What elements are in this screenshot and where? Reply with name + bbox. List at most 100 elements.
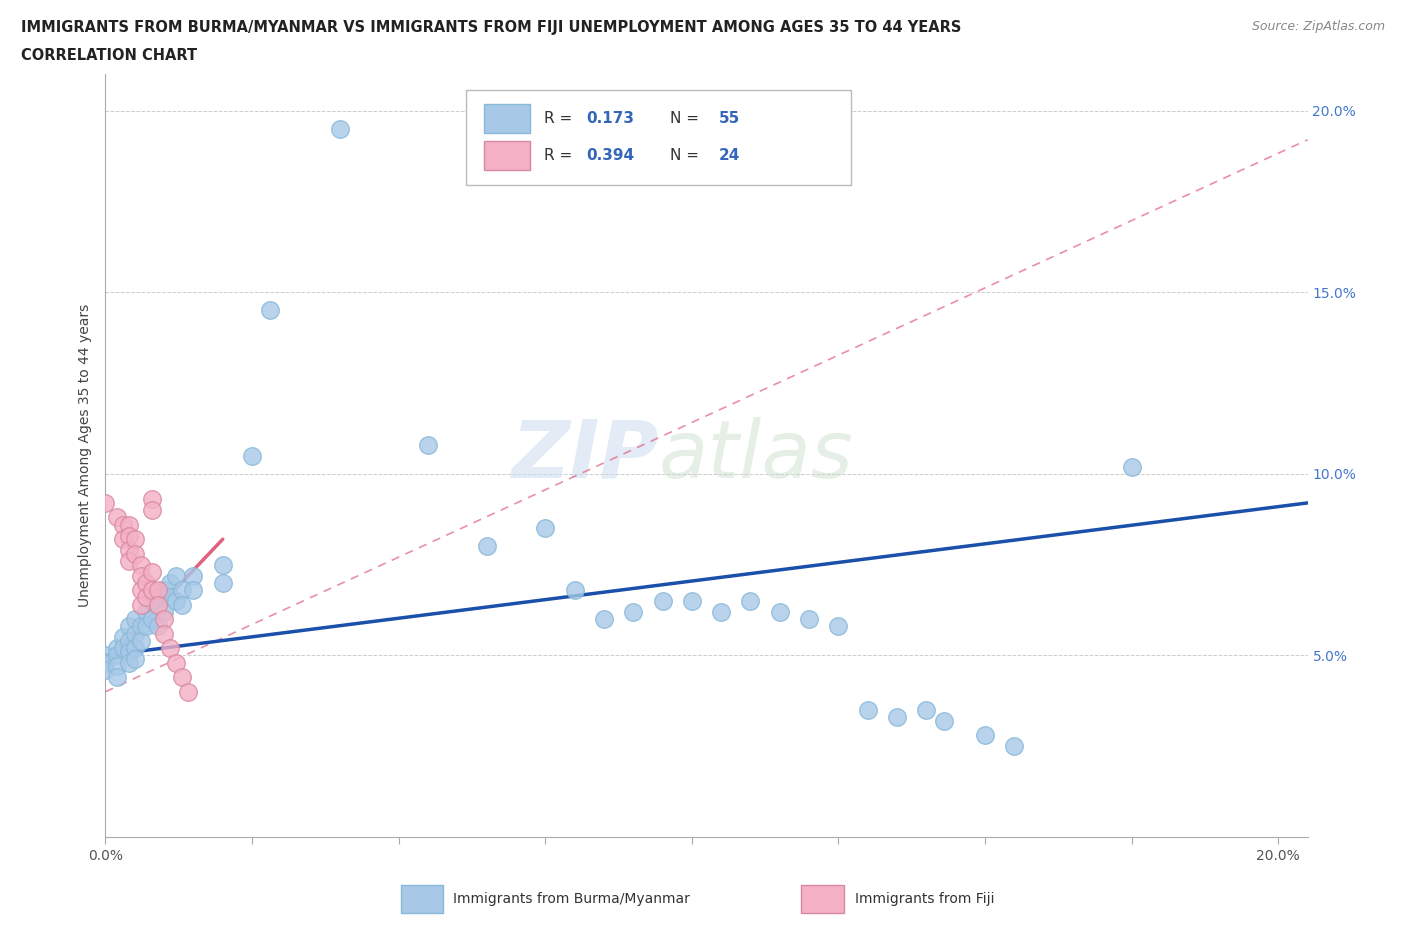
- Point: [118, 553, 141, 568]
- FancyBboxPatch shape: [465, 89, 851, 185]
- Point: [797, 612, 820, 627]
- Point: [94, 648, 117, 663]
- Point: [135, 590, 157, 604]
- Point: [148, 582, 170, 597]
- Point: [534, 521, 557, 536]
- Point: [124, 626, 146, 641]
- Point: [769, 604, 792, 619]
- Point: [141, 582, 163, 597]
- Point: [105, 670, 128, 684]
- Point: [141, 503, 163, 518]
- Point: [141, 593, 163, 608]
- Point: [681, 593, 703, 608]
- Point: [94, 496, 117, 511]
- Text: 24: 24: [718, 148, 740, 163]
- Point: [170, 582, 193, 597]
- Point: [135, 604, 157, 619]
- Point: [974, 728, 997, 743]
- Text: Immigrants from Fiji: Immigrants from Fiji: [855, 892, 994, 907]
- Point: [159, 576, 181, 591]
- Point: [124, 546, 146, 561]
- Point: [105, 510, 128, 525]
- Point: [856, 702, 879, 717]
- Point: [118, 633, 141, 648]
- Point: [129, 619, 152, 634]
- Point: [124, 612, 146, 627]
- Point: [159, 641, 181, 656]
- Point: [153, 604, 176, 619]
- Point: [94, 662, 117, 677]
- Point: [932, 713, 955, 728]
- Point: [211, 576, 233, 591]
- Point: [1121, 459, 1143, 474]
- Point: [153, 612, 176, 627]
- Point: [124, 641, 146, 656]
- Point: [118, 619, 141, 634]
- Point: [124, 652, 146, 667]
- Point: [105, 658, 128, 673]
- Point: [118, 543, 141, 558]
- FancyBboxPatch shape: [484, 140, 530, 170]
- Point: [141, 492, 163, 507]
- Point: [141, 612, 163, 627]
- Text: 55: 55: [718, 111, 740, 126]
- Point: [1002, 738, 1025, 753]
- Point: [112, 532, 135, 547]
- Point: [129, 582, 152, 597]
- Point: [118, 528, 141, 543]
- Point: [165, 568, 187, 583]
- Text: ZIP: ZIP: [510, 417, 658, 495]
- Point: [827, 619, 849, 634]
- Text: atlas: atlas: [658, 417, 853, 495]
- Point: [153, 582, 176, 597]
- Y-axis label: Unemployment Among Ages 35 to 44 years: Unemployment Among Ages 35 to 44 years: [79, 304, 93, 607]
- Point: [593, 612, 616, 627]
- Point: [118, 517, 141, 532]
- Text: Immigrants from Burma/Myanmar: Immigrants from Burma/Myanmar: [453, 892, 689, 907]
- Point: [259, 303, 281, 318]
- Text: N =: N =: [671, 111, 699, 126]
- Point: [129, 568, 152, 583]
- Point: [105, 641, 128, 656]
- Point: [475, 539, 498, 554]
- FancyBboxPatch shape: [484, 104, 530, 133]
- Point: [165, 593, 187, 608]
- Point: [112, 641, 135, 656]
- Point: [124, 532, 146, 547]
- Point: [416, 437, 439, 452]
- Point: [329, 122, 352, 137]
- Text: R =: R =: [544, 148, 572, 163]
- Point: [94, 656, 117, 671]
- Point: [148, 597, 170, 612]
- Point: [740, 593, 762, 608]
- Point: [112, 517, 135, 532]
- Point: [141, 565, 163, 579]
- Point: [148, 619, 170, 634]
- Point: [129, 557, 152, 572]
- Point: [118, 644, 141, 659]
- Text: CORRELATION CHART: CORRELATION CHART: [21, 48, 197, 63]
- Point: [153, 626, 176, 641]
- Point: [112, 630, 135, 644]
- Point: [183, 582, 205, 597]
- Point: [621, 604, 644, 619]
- Point: [240, 448, 263, 463]
- Point: [183, 568, 205, 583]
- Point: [915, 702, 938, 717]
- Text: Source: ZipAtlas.com: Source: ZipAtlas.com: [1251, 20, 1385, 33]
- Point: [710, 604, 733, 619]
- Text: N =: N =: [671, 148, 699, 163]
- Point: [211, 557, 233, 572]
- Point: [129, 633, 152, 648]
- Point: [118, 656, 141, 671]
- Point: [135, 619, 157, 634]
- Point: [105, 648, 128, 663]
- Text: 0.394: 0.394: [586, 148, 634, 163]
- Point: [148, 597, 170, 612]
- Point: [886, 710, 908, 724]
- Point: [135, 576, 157, 591]
- Text: IMMIGRANTS FROM BURMA/MYANMAR VS IMMIGRANTS FROM FIJI UNEMPLOYMENT AMONG AGES 35: IMMIGRANTS FROM BURMA/MYANMAR VS IMMIGRA…: [21, 20, 962, 35]
- Text: R =: R =: [544, 111, 572, 126]
- Text: 0.173: 0.173: [586, 111, 634, 126]
- Point: [159, 590, 181, 604]
